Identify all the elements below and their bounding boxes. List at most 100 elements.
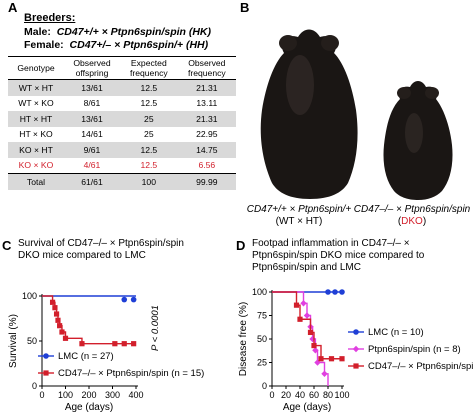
data-point <box>130 296 137 303</box>
table-cell: 13.11 <box>196 98 218 109</box>
mouse-wt-ht <box>260 29 358 199</box>
table-cell: 8/61 <box>83 98 101 109</box>
table-cell: WT × KO <box>18 98 54 109</box>
legend-marker <box>43 353 49 359</box>
chart-c-title: Survival of CD47–/– × Ptpn6spin/spin DKO… <box>18 238 184 262</box>
male-cross: CD47+/+ × Ptpn6spin/spin (HK) <box>56 26 212 38</box>
chart-d-title-line1: Footpad inflammation in CD47–/– × <box>252 238 410 249</box>
panel-letter-a: A <box>8 0 18 15</box>
x-tick-label: 100 <box>58 390 73 400</box>
table-cell: 13/61 <box>64 79 120 96</box>
x-tick-label: 0 <box>39 390 44 400</box>
legend-marker <box>43 370 49 376</box>
table-cell: 12.5 <box>140 160 158 171</box>
data-point <box>57 323 63 329</box>
data-point <box>53 311 60 317</box>
y-tick-label: 75 <box>257 311 267 321</box>
chart-d-title: Footpad inflammation in CD47–/– × Ptpn6s… <box>252 238 424 274</box>
caption-wt-ht: CD47+/+ × Ptpn6spin/+ (WT × HT) <box>240 204 358 228</box>
col-header-expected-frequency: Expected frequency <box>119 56 178 80</box>
table-cell: 61/61 <box>64 173 120 190</box>
panel-letter-b: B <box>240 0 250 15</box>
table-row-dko: KO × KO 4/61 12.5 6.56 <box>8 158 236 174</box>
data-point <box>312 347 319 354</box>
data-point <box>339 356 345 362</box>
table-cell: 21.31 <box>177 79 236 96</box>
legend-marker <box>353 329 359 335</box>
data-point <box>112 341 118 347</box>
legend-label: LMC (n = 10) <box>368 327 424 338</box>
chart-c-title-line2: DKO mice compared to LMC <box>18 250 146 261</box>
data-point <box>121 296 128 303</box>
female-breeder-line: Female: CD47+/– × Ptpn6spin/+ (HH) <box>24 39 208 51</box>
col-header-genotype: Genotype <box>8 56 64 80</box>
y-tick-label: 50 <box>257 334 267 344</box>
table-cell: HT × KO <box>19 129 53 140</box>
data-point <box>49 299 56 305</box>
table-row: HT × HT 13/61 25 21.31 <box>8 111 236 127</box>
table-cell: WT × HT <box>8 79 64 96</box>
data-point <box>321 370 328 377</box>
data-point <box>293 302 300 308</box>
table-cell: 12.5 <box>119 79 178 96</box>
caption-dko-short: DKO <box>401 216 423 227</box>
survival-chart: 0 50 100 0 100 200 300 400 Age (days) Survival (%… <box>8 291 204 413</box>
data-point <box>339 289 345 295</box>
mouse-dko <box>383 81 453 200</box>
y-axis-label: Survival (%) <box>8 314 19 368</box>
data-point <box>300 300 307 307</box>
y-axis-label: Disease free (%) <box>238 302 249 376</box>
x-tick-label: 200 <box>81 390 96 400</box>
male-breeder-line: Male: CD47+/+ × Ptpn6spin/spin (HK) <box>24 26 211 38</box>
table-cell: 9/61 <box>64 142 120 158</box>
caption-dko-genotype: CD47–/– × Ptpn6spin/spin <box>353 204 471 215</box>
table-row: HT × KO 14/61 25 22.95 <box>8 127 236 143</box>
legend-label: CD47–/– × Ptpn6spin/spin (n = 15) <box>58 368 204 379</box>
x-tick-label: 300 <box>105 390 120 400</box>
table-cell: 99.99 <box>177 173 236 190</box>
panel-letter-d: D <box>236 238 246 253</box>
x-tick-label: 80 <box>323 390 333 400</box>
table-row: KO × HT 9/61 12.5 14.75 <box>8 142 236 158</box>
y-tick-label: 50 <box>27 336 37 346</box>
x-tick-label: 400 <box>128 390 143 400</box>
mice-photo <box>238 15 468 200</box>
y-tick-label: 0 <box>32 381 37 391</box>
data-point <box>52 305 58 311</box>
data-point <box>79 341 85 347</box>
caption-dko: CD47–/– × Ptpn6spin/spin (DKO) <box>353 204 471 227</box>
y-tick-label: 100 <box>252 287 267 297</box>
col-header-observed-offspring: Observed offspring <box>64 56 120 80</box>
table-cell: 4/61 <box>83 160 101 171</box>
table-cell: 14/61 <box>81 129 103 140</box>
data-point <box>55 317 61 323</box>
data-point <box>59 329 65 335</box>
genotype-table: Genotype Observed offspring Expected fre… <box>8 56 236 190</box>
x-tick-label: 100 <box>334 390 349 400</box>
female-cross: CD47+/– × Ptpn6spin/+ (HH) <box>69 39 209 51</box>
chart-d-title-line3: Ptpn6spin/spin and LMC <box>252 262 361 273</box>
table-cell: Total <box>8 173 64 190</box>
panel-letter-c: C <box>2 238 12 253</box>
table-row: WT × KO 8/61 12.5 13.11 <box>8 96 236 112</box>
x-axis-label: Age (days) <box>65 402 113 413</box>
table-row: WT × HT 13/61 12.5 21.31 <box>8 79 236 96</box>
data-point <box>318 356 324 362</box>
data-point <box>303 312 311 319</box>
x-tick-label: 40 <box>295 390 305 400</box>
table-cell: 25 <box>119 111 178 127</box>
legend-marker <box>352 345 360 353</box>
table-cell: 14.75 <box>177 142 236 158</box>
caption-wt-ht-genotype: CD47+/+ × Ptpn6spin/+ <box>246 204 352 215</box>
series-line <box>272 291 342 360</box>
y-tick-label: 25 <box>257 358 267 368</box>
y-tick-label: 0 <box>262 381 267 391</box>
data-point <box>307 329 314 336</box>
data-point <box>121 341 127 347</box>
table-cell: 100 <box>119 173 178 190</box>
female-label: Female: <box>24 39 64 51</box>
x-tick-label: 20 <box>281 390 291 400</box>
x-axis-label: Age (days) <box>283 402 331 413</box>
table-cell: 12.5 <box>119 142 178 158</box>
